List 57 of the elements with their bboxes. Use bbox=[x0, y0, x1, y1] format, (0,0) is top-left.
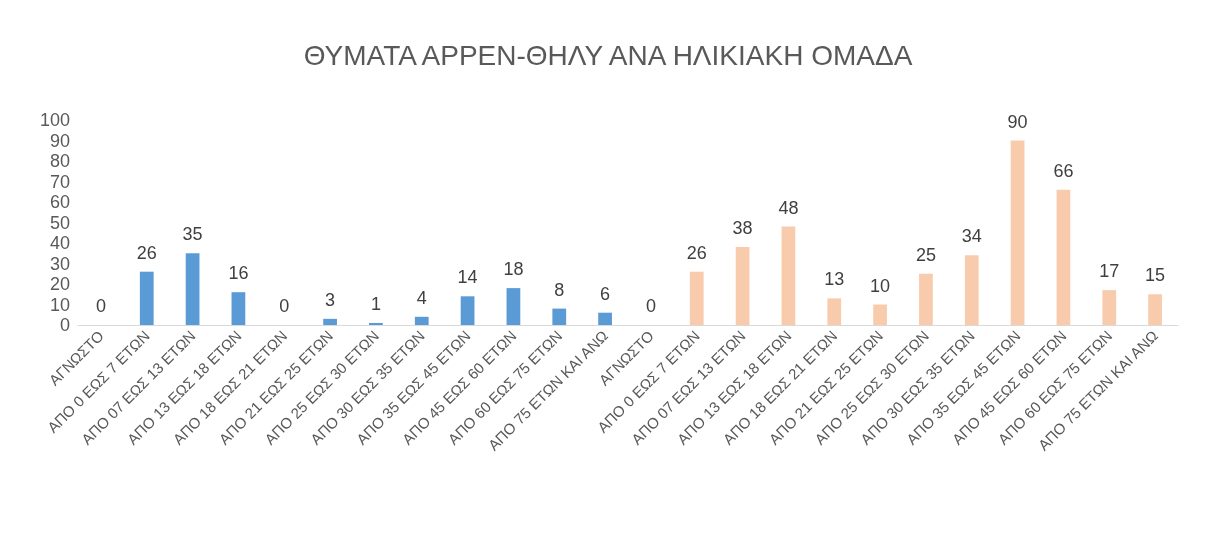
y-tick-label: 90 bbox=[49, 130, 70, 151]
bar bbox=[185, 253, 200, 325]
data-label: 26 bbox=[686, 242, 707, 263]
y-tick-label: 50 bbox=[49, 212, 70, 233]
data-label: 1 bbox=[370, 293, 381, 314]
bar bbox=[781, 226, 796, 325]
bar bbox=[964, 255, 979, 325]
bar bbox=[598, 312, 612, 325]
data-label: 26 bbox=[136, 242, 157, 263]
data-label: 14 bbox=[457, 267, 478, 288]
data-label: 3 bbox=[325, 289, 336, 310]
data-label: 38 bbox=[732, 218, 753, 239]
data-label: 16 bbox=[228, 263, 249, 284]
y-tick-label: 30 bbox=[49, 253, 70, 274]
bar bbox=[735, 247, 750, 325]
chart-title: ΘΥΜΑΤΑ ΑΡΡΕΝ-ΘΗΛΥ ΑΝΑ ΗΛΙΚΙΑΚΗ ΟΜΑΔΑ bbox=[303, 39, 913, 71]
bar bbox=[414, 316, 429, 325]
data-label: 17 bbox=[1099, 261, 1120, 282]
bar bbox=[231, 292, 246, 325]
data-label: 0 bbox=[279, 296, 290, 316]
y-tick-label: 40 bbox=[49, 233, 70, 253]
data-label: 15 bbox=[1145, 265, 1166, 286]
data-label: 90 bbox=[1007, 111, 1028, 132]
bar bbox=[323, 318, 337, 325]
data-label: 35 bbox=[182, 224, 203, 245]
bar bbox=[1056, 189, 1071, 325]
y-tick-label: 20 bbox=[49, 274, 70, 294]
data-label: 13 bbox=[824, 269, 845, 290]
y-tick-label: 70 bbox=[49, 171, 70, 192]
y-tick-label: 0 bbox=[59, 315, 70, 335]
data-label: 48 bbox=[778, 197, 799, 218]
bar bbox=[552, 308, 567, 325]
y-tick-label: 80 bbox=[49, 151, 70, 171]
data-label: 0 bbox=[645, 296, 656, 316]
bar bbox=[1010, 140, 1025, 325]
data-label: 4 bbox=[416, 287, 427, 308]
data-label: 25 bbox=[915, 244, 936, 265]
bar bbox=[139, 271, 154, 325]
data-label: 18 bbox=[503, 259, 524, 280]
bar bbox=[919, 273, 933, 325]
data-label: 10 bbox=[870, 275, 891, 296]
y-tick-label: 100 bbox=[39, 110, 70, 130]
data-label: 6 bbox=[600, 283, 611, 304]
bar bbox=[506, 288, 521, 325]
bar bbox=[1102, 290, 1117, 325]
data-label: 0 bbox=[95, 296, 106, 316]
bar bbox=[369, 322, 383, 325]
bar bbox=[460, 296, 475, 325]
y-tick-label: 60 bbox=[49, 192, 70, 212]
data-label: 66 bbox=[1053, 160, 1074, 181]
y-tick-label: 10 bbox=[49, 294, 70, 315]
data-label: 34 bbox=[961, 226, 982, 247]
bar bbox=[827, 298, 842, 325]
bar bbox=[689, 271, 704, 325]
bar bbox=[1148, 294, 1162, 325]
bar bbox=[873, 304, 887, 325]
data-label: 8 bbox=[554, 279, 565, 300]
